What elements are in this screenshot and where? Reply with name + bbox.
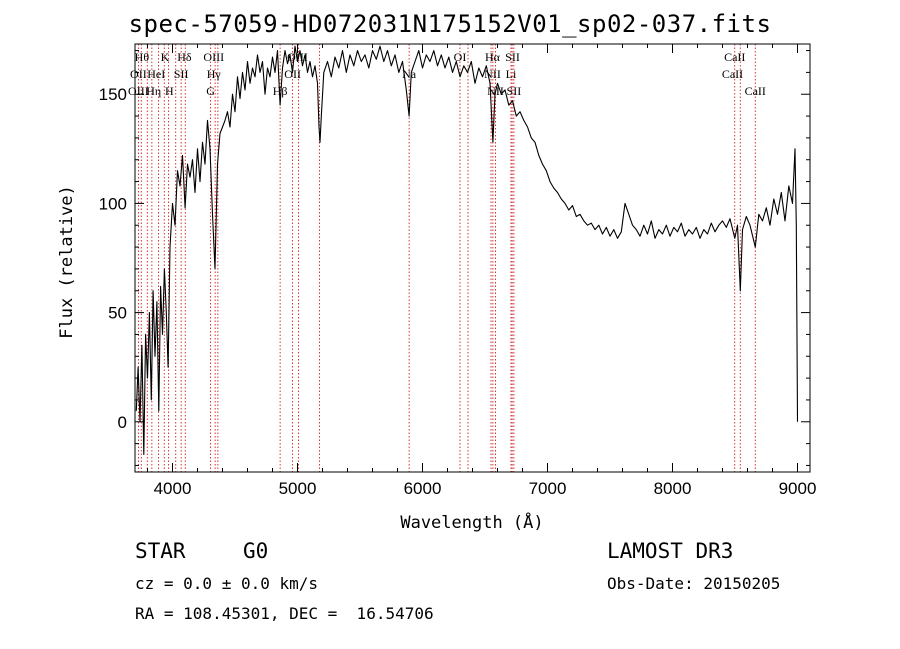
- chart-title: spec-57059-HD072031N175152V01_sp02-037.f…: [128, 10, 772, 38]
- x-tick-label-8000: 8000: [654, 479, 692, 498]
- y-tick-label-100: 100: [99, 194, 127, 213]
- line-label-na: Na: [402, 67, 417, 81]
- object-class: STAR: [135, 539, 186, 563]
- line-label-hδ: Hδ: [177, 50, 192, 64]
- line-label-nii: NII: [487, 84, 504, 98]
- x-tick-label-5000: 5000: [279, 479, 317, 498]
- line-label-sii: SII: [507, 84, 522, 98]
- line-label-hei: HeI: [147, 67, 165, 81]
- line-label-nii: NII: [484, 67, 501, 81]
- line-label-oi: OI: [454, 50, 467, 64]
- line-label-oii: OII: [284, 67, 301, 81]
- x-axis-label: Wavelength (Å): [400, 511, 543, 533]
- plot-frame: [134, 43, 811, 473]
- flux-line: [135, 45, 799, 456]
- x-tick-label-7000: 7000: [529, 479, 567, 498]
- line-label-caii: CaII: [722, 67, 743, 81]
- spectral-line-markers: [137, 44, 756, 472]
- line-label-g: G: [206, 84, 215, 98]
- line-label-h: H: [165, 84, 174, 98]
- x-tick-label-6000: 6000: [404, 479, 442, 498]
- line-label-hγ: Hγ: [207, 67, 222, 81]
- x-tick-label-4000: 4000: [154, 479, 192, 498]
- line-label-li: Li: [506, 67, 517, 81]
- redshift-text: cz = 0.0 ± 0.0 km/s: [135, 574, 319, 593]
- line-label-k: K: [161, 50, 170, 64]
- line-label-oiii: OIII: [287, 50, 308, 64]
- obs-date: Obs-Date: 20150205: [607, 574, 781, 593]
- line-label-caii: CaII: [724, 50, 745, 64]
- line-label-oiii: OIII: [203, 50, 224, 64]
- line-label-caii: CaII: [745, 84, 766, 98]
- flux-series: [135, 45, 799, 456]
- line-label-oii: OII: [130, 67, 147, 81]
- y-tick-label-50: 50: [108, 304, 127, 323]
- coordinates: RA = 108.45301, DEC = 16.54706: [135, 604, 434, 623]
- line-label-hη: Hη: [146, 84, 161, 98]
- line-label-hβ: Hβ: [273, 84, 288, 98]
- object-subclass: G0: [243, 539, 269, 563]
- y-axis-label: Flux (relative): [57, 185, 77, 339]
- line-label-sii: SII: [505, 50, 520, 64]
- line-label-hθ: Hθ: [135, 50, 150, 64]
- y-tick-label-150: 150: [99, 85, 127, 104]
- survey-name: LAMOST DR3: [607, 539, 734, 563]
- line-label-sii: SII: [174, 67, 189, 81]
- y-tick-label-0: 0: [118, 413, 127, 432]
- line-label-hα: Hα: [485, 50, 501, 64]
- axis-ticks: 4000 5000 6000 7000 8000 9000 0 50 100 150: [99, 44, 817, 498]
- line-label-oiii: OIII: [128, 84, 149, 98]
- x-tick-label-9000: 9000: [779, 479, 817, 498]
